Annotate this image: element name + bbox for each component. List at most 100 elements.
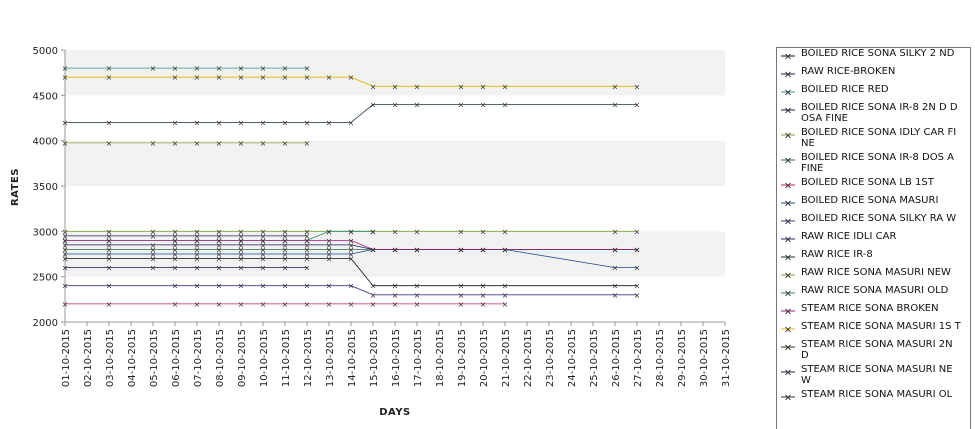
data-point: × (634, 100, 641, 109)
data-point: × (106, 139, 113, 148)
data-point: × (238, 241, 245, 250)
data-point: × (370, 227, 377, 236)
data-point: × (414, 245, 421, 254)
series-line (65, 76, 637, 87)
data-point: × (282, 73, 289, 82)
legend-marker-icon: × (781, 367, 795, 379)
svg-text:×: × (784, 289, 792, 299)
legend-item: × STEAM RICE SONA MASURI 1S T (777, 321, 970, 339)
series-line (65, 285, 637, 296)
data-point: × (260, 232, 267, 241)
data-point: × (348, 227, 355, 236)
data-point: × (634, 264, 641, 273)
data-point: × (304, 232, 311, 241)
x-tick-label: 22-10-2015 (523, 329, 534, 387)
grid-band (65, 276, 725, 322)
x-axis: 01-10-2015 02-10-2015 03-10-2015 04-10-2015… (61, 322, 732, 387)
svg-text:×: × (784, 181, 792, 191)
data-point: × (458, 82, 465, 91)
data-point: × (348, 250, 355, 259)
legend-marker-icon: × (781, 198, 795, 210)
legend-marker-icon: × (781, 324, 795, 336)
svg-text:×: × (784, 253, 792, 263)
grid-band (65, 186, 725, 232)
data-point: × (502, 100, 509, 109)
data-point: × (282, 255, 289, 264)
svg-text:×: × (784, 343, 792, 353)
data-point: × (260, 264, 267, 273)
data-point: × (260, 255, 267, 264)
data-point: × (282, 245, 289, 254)
data-point: × (634, 245, 641, 254)
legend-marker-icon: × (781, 306, 795, 318)
data-point: × (392, 282, 399, 291)
data-point: × (392, 245, 399, 254)
data-point: × (62, 264, 69, 273)
x-tick-label: 19-10-2015 (457, 329, 468, 387)
legend-item: × BOILED RICE SONA SILKY RA W (777, 213, 970, 231)
data-point: × (480, 100, 487, 109)
x-tick-label: 10-10-2015 (259, 329, 270, 387)
data-point: × (370, 300, 377, 309)
data-point: × (172, 73, 179, 82)
legend-item: × RAW RICE-BROKEN (777, 66, 970, 84)
svg-text:×: × (784, 393, 792, 403)
data-point: × (194, 236, 201, 245)
legend-item: × RAW RICE IR-8 (777, 249, 970, 267)
data-point: × (282, 232, 289, 241)
data-point: × (612, 82, 619, 91)
data-point: × (282, 241, 289, 250)
series-points: × × × × × × × × × × × ×× × × × × × × ×× × × × × × × × × × × ×× × × × × × × ×… (62, 64, 641, 309)
x-tick-label: 25-10-2015 (589, 329, 600, 387)
data-point: × (238, 255, 245, 264)
data-point: × (62, 73, 69, 82)
data-point: × (260, 250, 267, 259)
data-point: × (260, 227, 267, 236)
data-point: × (62, 245, 69, 254)
data-point: × (612, 291, 619, 300)
x-tick-label: 20-10-2015 (479, 329, 490, 387)
legend-marker-icon: × (781, 69, 795, 81)
legend-marker-icon: × (781, 216, 795, 228)
data-point: × (172, 227, 179, 236)
legend-label: RAW RICE SONA MASURI NEW (801, 267, 951, 278)
data-point: × (106, 236, 113, 245)
data-point: × (150, 227, 157, 236)
data-point: × (480, 291, 487, 300)
data-point: × (194, 255, 201, 264)
data-point: × (348, 245, 355, 254)
data-point: × (172, 139, 179, 148)
data-point: × (392, 291, 399, 300)
legend-label: BOILED RICE SONA SILKY RA W (801, 213, 957, 224)
data-point: × (216, 232, 223, 241)
data-point: × (238, 250, 245, 259)
x-tick-label: 18-10-2015 (435, 329, 446, 387)
data-point: × (612, 282, 619, 291)
data-point: × (304, 139, 311, 148)
legend-label: BOILED RICE SONA IR-8 DOS A FINE (801, 152, 954, 174)
data-point: × (348, 227, 355, 236)
legend-label: BOILED RICE SONA IR-8 2N D DOSA FINE (801, 102, 958, 124)
data-point: × (348, 119, 355, 128)
data-point: × (348, 73, 355, 82)
data-point: × (282, 139, 289, 148)
data-point: × (106, 300, 113, 309)
data-point: × (282, 282, 289, 291)
data-point: × (414, 291, 421, 300)
data-point: × (370, 245, 377, 254)
y-axis: 2000 2500 3000 3500 4000 4500 5000 (33, 46, 65, 329)
data-point: × (502, 245, 509, 254)
data-point: × (216, 264, 223, 273)
data-point: × (216, 236, 223, 245)
data-point: × (106, 245, 113, 254)
data-point: × (260, 64, 267, 73)
data-point: × (502, 282, 509, 291)
data-point: × (326, 255, 333, 264)
data-point: × (392, 100, 399, 109)
grid-band (65, 95, 725, 141)
legend-item: × BOILED RICE SONA IDLY CAR FINE (777, 127, 970, 152)
x-tick-label: 16-10-2015 (391, 329, 402, 387)
data-point: × (304, 64, 311, 73)
data-point: × (172, 264, 179, 273)
data-point: × (414, 245, 421, 254)
